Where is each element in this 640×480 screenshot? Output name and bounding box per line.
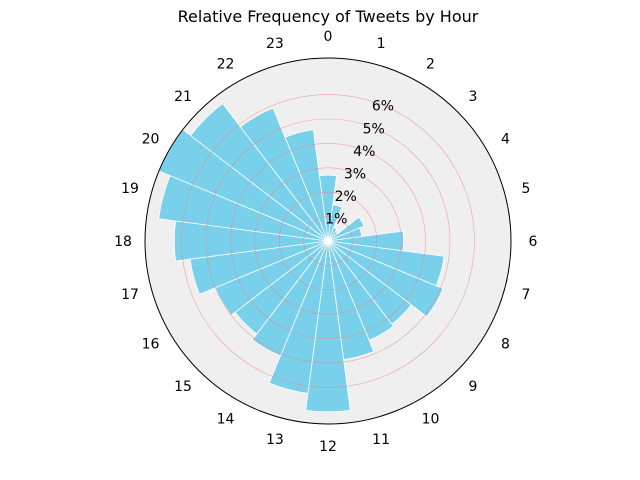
hour-label-4: 4 (501, 132, 510, 148)
radial-gridline-4 (230, 143, 426, 339)
hour-label-10: 10 (422, 412, 440, 428)
bar-hour-14 (251, 240, 329, 357)
radial-tick-label: 4% (353, 144, 375, 160)
bar-hour-12 (305, 240, 351, 413)
hour-label-2: 2 (426, 57, 435, 73)
hour-label-1: 1 (377, 36, 386, 52)
radial-tick-label: 1% (325, 212, 347, 228)
hour-label-9: 9 (469, 379, 478, 395)
hour-label-13: 13 (266, 432, 284, 448)
hour-label-19: 19 (121, 181, 139, 197)
hour-label-8: 8 (501, 337, 510, 353)
polar-frame (144, 57, 512, 425)
hour-label-5: 5 (522, 181, 531, 197)
hour-label-11: 11 (372, 432, 390, 448)
hour-label-6: 6 (529, 234, 538, 250)
hour-label-14: 14 (217, 412, 235, 428)
bar-hour-13 (268, 240, 329, 394)
hour-label-20: 20 (142, 132, 160, 148)
hour-label-18: 18 (114, 234, 132, 250)
hour-label-21: 21 (174, 89, 192, 105)
hour-label-0: 0 (324, 29, 333, 45)
chart-title: Relative Frequency of Tweets by Hour (178, 7, 479, 26)
radial-tick-label: 5% (363, 121, 385, 137)
bar-hour-22 (239, 107, 329, 242)
radial-tick-label: 2% (335, 189, 357, 205)
bar-hour-23 (284, 129, 329, 242)
bar-hour-4 (327, 216, 365, 242)
radial-gridline-1 (303, 216, 353, 266)
hour-label-3: 3 (469, 89, 478, 105)
hour-label-16: 16 (142, 337, 160, 353)
hour-label-15: 15 (174, 379, 192, 395)
bar-hour-8 (327, 240, 444, 318)
radial-gridline-2 (278, 191, 378, 291)
hour-label-12: 12 (319, 439, 337, 455)
hour-label-23: 23 (266, 36, 284, 52)
hour-label-7: 7 (522, 287, 531, 303)
radial-tick-label: 3% (344, 166, 366, 182)
radial-gridline-5 (205, 118, 451, 364)
radial-gridline-3 (254, 167, 402, 315)
plot-area: 1%2%3%4%5%6%0 123456789101112131415161718… (114, 29, 537, 455)
radial-gridline-6 (181, 94, 475, 388)
radial-tick-label: 6% (372, 99, 394, 115)
hour-label-22: 22 (217, 57, 235, 73)
hour-label-17: 17 (121, 287, 139, 303)
